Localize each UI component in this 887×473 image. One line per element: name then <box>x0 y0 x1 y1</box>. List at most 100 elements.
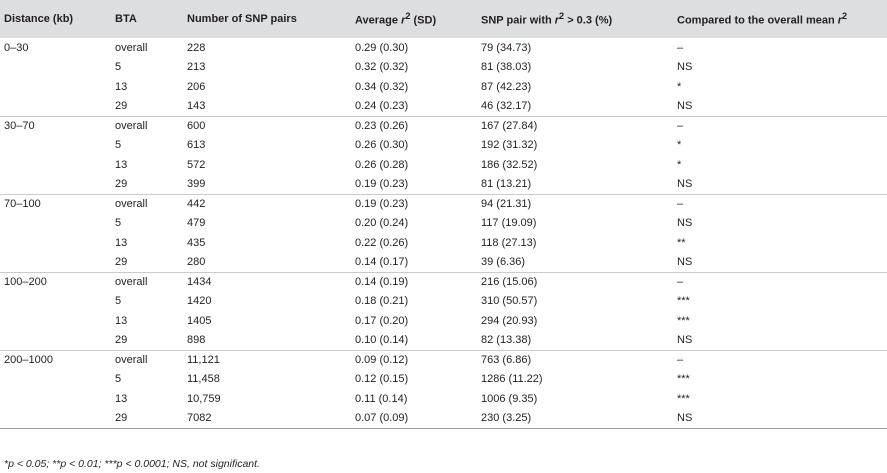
snp-pair-cell: 82 (13.38) <box>481 334 532 346</box>
distance-cell: 0–30 <box>4 41 29 54</box>
average-r2-cell: 0.24 (0.23) <box>355 100 409 112</box>
distance-cell <box>0 136 111 156</box>
comparison-cell: *** <box>677 373 690 386</box>
table-row: 0–30 overall 228 0.29 (0.30) 79 (34.73) – <box>0 38 887 58</box>
num-pairs-cell: 228 <box>187 41 206 54</box>
distance-cell: 30–70 <box>0 115 111 136</box>
bta-cell: 13 <box>115 158 128 171</box>
bta-cell: 5 <box>115 295 122 308</box>
comparison-cell: NS <box>673 408 887 429</box>
snp-pair-cell: 46 (32.17) <box>481 100 532 112</box>
average-r2-cell: 0.26 (0.30) <box>355 139 409 152</box>
snp-pair-cell: 310 (50.57) <box>481 295 538 308</box>
table-row: 29 399 0.19 (0.23) 81 (13.21) NS <box>0 175 887 195</box>
table-row: 5 479 0.20 (0.24) 117 (19.09) NS <box>0 214 887 234</box>
num-pairs-cell: 213 <box>187 61 206 74</box>
snp-pair-cell: 216 (15.06) <box>477 271 673 292</box>
bta-cell: overall <box>111 271 183 292</box>
average-r2-cell: 0.14 (0.19) <box>351 271 477 292</box>
average-r2-cell: 0.09 (0.12) <box>351 349 477 370</box>
comparison-cell: NS <box>677 100 693 112</box>
header-num-pairs: Number of SNP pairs <box>187 13 297 25</box>
table-row: 5 213 0.32 (0.32) 81 (38.03) NS <box>0 58 887 78</box>
bta-cell: 5 <box>115 139 122 152</box>
snp-pair-cell: 186 (32.52) <box>481 158 538 171</box>
comparison-cell: * <box>677 80 682 93</box>
num-pairs-cell: 11,458 <box>187 373 220 386</box>
bta-cell: 29 <box>115 100 128 112</box>
header-average-r2-var: r <box>401 14 406 27</box>
snp-pair-cell: 81 (38.03) <box>481 61 532 74</box>
header-snp-pair-post: > 0.3 (%) <box>564 14 613 27</box>
header-bta: BTA <box>115 13 137 25</box>
snp-pair-cell: 118 (27.13) <box>481 236 537 249</box>
header-compared-var: r <box>837 14 843 27</box>
table-row: 29 7082 0.07 (0.09) 230 (3.25) NS <box>0 408 887 429</box>
comparison-cell: * <box>677 158 682 171</box>
num-pairs-cell: 572 <box>187 158 206 171</box>
comparison-cell: NS <box>677 334 693 346</box>
comparison-cell: *** <box>677 314 690 327</box>
num-pairs-cell: 600 <box>183 115 351 136</box>
average-r2-cell: 0.17 (0.20) <box>355 314 409 327</box>
table-row: 13 435 0.22 (0.26) 118 (27.13) ** <box>0 233 887 253</box>
distance-cell <box>0 175 111 195</box>
average-r2-cell: 0.19 (0.23) <box>351 193 477 214</box>
header-compared-sup: 2 <box>842 11 848 22</box>
header-snp-pair-var: r <box>554 14 560 27</box>
num-pairs-cell: 898 <box>187 334 206 346</box>
snp-pair-cell: 87 (42.23) <box>481 80 532 93</box>
num-pairs-cell: 442 <box>183 193 351 214</box>
snp-pair-cell: 1286 (11.22) <box>481 373 543 386</box>
num-pairs-cell: 7082 <box>183 408 351 429</box>
distance-cell <box>0 58 111 78</box>
average-r2-cell: 0.34 (0.32) <box>355 80 409 93</box>
distance-cell: 200–1000 <box>0 349 111 370</box>
snp-pair-cell: 167 (27.84) <box>477 115 673 136</box>
distance-cell <box>0 97 111 117</box>
distance-cell <box>0 253 111 273</box>
comparison-cell: *** <box>677 392 690 405</box>
table-row: 30–70 overall 600 0.23 (0.26) 167 (27.84) – <box>0 115 887 136</box>
distance-cell <box>0 311 111 331</box>
bta-cell: 5 <box>115 61 122 74</box>
average-r2-cell: 0.11 (0.14) <box>355 392 408 405</box>
distance-cell <box>0 214 111 234</box>
bta-cell: overall <box>111 115 183 136</box>
comparison-cell: – <box>673 115 887 136</box>
header-compared: Compared to the overall mean r2 <box>673 0 887 38</box>
bta-cell: 13 <box>115 236 128 249</box>
distance-cell <box>0 370 111 390</box>
header-compared-pre: Compared to the overall mean <box>677 14 838 27</box>
header-snp-pair-sup: 2 <box>559 11 565 22</box>
average-r2-cell: 0.14 (0.17) <box>355 256 409 268</box>
distance-cell: 100–200 <box>0 271 111 292</box>
snp-pair-cell: 117 (19.09) <box>481 217 537 230</box>
distance-cell <box>0 389 111 409</box>
table-row: 29 898 0.10 (0.14) 82 (13.38) NS <box>0 331 887 351</box>
num-pairs-cell: 206 <box>187 80 206 93</box>
num-pairs-cell: 399 <box>187 178 206 190</box>
snp-pair-cell: 79 (34.73) <box>481 41 532 54</box>
table-footnote: *p < 0.05; **p < 0.01; ***p < 0.0001; NS… <box>4 458 260 470</box>
num-pairs-cell: 10,759 <box>187 392 221 405</box>
comparison-cell: – <box>677 41 684 54</box>
snp-pair-cell: 39 (6.36) <box>481 256 526 268</box>
bta-cell: 29 <box>111 408 183 429</box>
header-average-r2: Average r2 (SD) <box>351 0 477 38</box>
snp-pair-cell: 1006 (9.35) <box>481 392 538 405</box>
distance-cell <box>0 408 111 429</box>
header-row: Distance (kb) BTA Number of SNP pairs Av… <box>0 0 887 38</box>
num-pairs-cell: 1434 <box>183 271 351 292</box>
distance-cell: 70–100 <box>0 193 111 214</box>
header-snp-pair: SNP pair with r2 > 0.3 (%) <box>477 0 673 38</box>
table-row: 70–100 overall 442 0.19 (0.23) 94 (21.31) – <box>0 193 887 214</box>
bta-cell: 13 <box>115 314 128 327</box>
snp-pair-cell: 294 (20.93) <box>481 314 538 327</box>
header-average-r2-post: (SD) <box>410 14 437 27</box>
header-distance: Distance (kb) <box>4 13 74 25</box>
num-pairs-cell: 435 <box>187 236 206 249</box>
average-r2-cell: 0.10 (0.14) <box>355 334 409 346</box>
table-row: 13 206 0.34 (0.32) 87 (42.23) * <box>0 77 887 97</box>
